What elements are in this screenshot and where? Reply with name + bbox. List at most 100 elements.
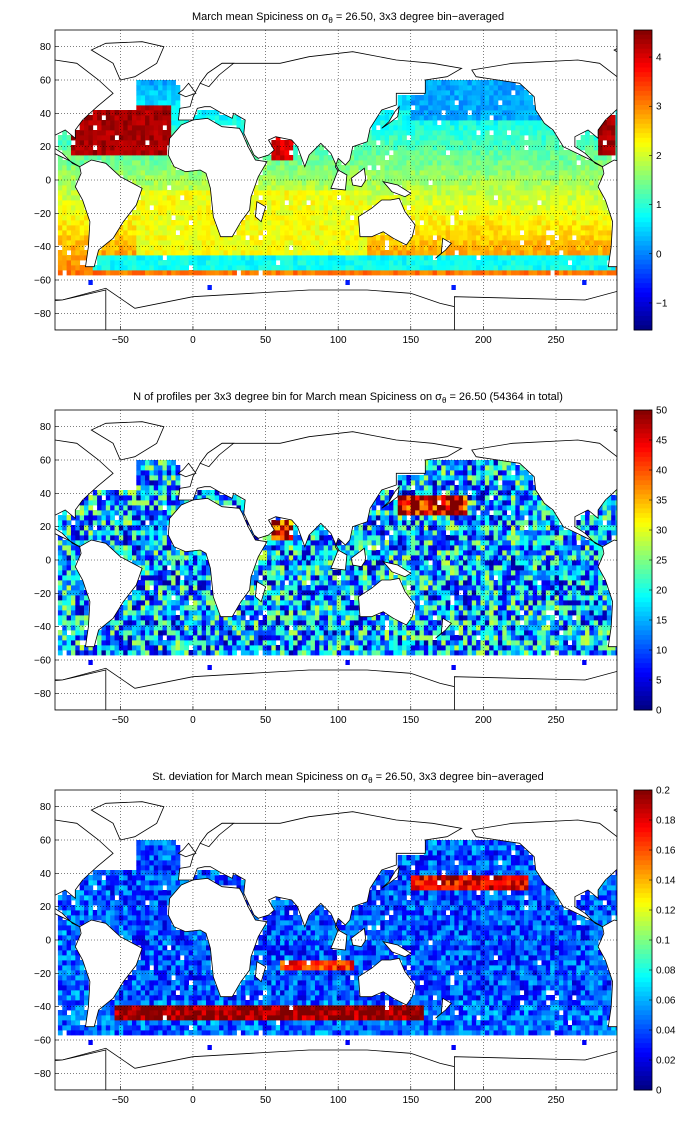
heatmap-cell [362,205,368,211]
heatmap-cell [484,235,490,241]
heatmap-cell [585,130,590,136]
heatmap-cell [310,615,316,621]
heatmap-cell [57,610,63,616]
heatmap-cell [284,195,290,201]
heatmap-cell [136,100,142,106]
heatmap-cell [293,525,298,531]
heatmap-cell [476,245,481,251]
heatmap-cell [149,630,155,636]
heatmap-cell [510,145,516,151]
heatmap-cell [136,250,142,256]
heatmap-cell [476,195,481,201]
heatmap-cell [571,220,577,226]
heatmap-cell [153,180,159,186]
heatmap-cell [123,640,129,646]
heatmap-cell [114,145,120,151]
heatmap-cell [341,220,346,226]
heatmap-cell [493,175,499,181]
heatmap-cell [445,210,451,216]
heatmap-cell [297,160,303,166]
heatmap-cell [188,615,194,621]
heatmap-cell [336,235,342,241]
heatmap-cell [162,240,168,246]
heatmap-cell [576,175,582,181]
heatmap-cell [467,165,473,171]
heatmap-cell [423,190,429,196]
heatmap-cell [463,270,468,276]
heatmap-cell [188,575,194,581]
heatmap-cell [541,175,547,181]
heatmap-cell [458,105,464,111]
heatmap-cell [140,620,146,626]
heatmap-cell [79,130,85,136]
heatmap-cell [123,540,129,546]
y-tick-label: 40 [40,109,52,120]
heatmap-cell [389,195,394,201]
heatmap-cell [127,610,133,616]
heatmap-cell [136,80,142,86]
heatmap-cell [415,125,420,131]
heatmap-cell [188,210,194,216]
heatmap-cell [532,265,538,271]
heatmap-cell [397,155,403,161]
heatmap-cell [153,105,159,111]
heatmap-cell [354,255,359,261]
heatmap-cell [267,200,272,206]
heatmap-cell [454,270,460,276]
heatmap-cell [449,170,455,176]
heatmap-cell [188,580,194,586]
heatmap-cell [593,245,599,251]
heatmap-cell [66,220,72,226]
heatmap-cell [328,155,333,161]
heatmap-cell [510,155,516,161]
heatmap-cell [145,170,150,176]
heatmap-cell [158,535,163,541]
heatmap-cell [449,125,455,131]
heatmap-cell [445,135,451,141]
heatmap-cell [467,135,473,141]
heatmap-cell [471,155,477,161]
heatmap-cell [153,200,159,206]
heatmap-cell [184,595,190,601]
heatmap-cell [57,185,63,191]
heatmap-cell [306,600,311,606]
heatmap-cell [484,205,490,211]
heatmap-cell [306,240,311,246]
heatmap-cell [571,225,577,231]
heatmap-cell [310,560,316,566]
heatmap-cell [70,230,76,236]
heatmap-cell [197,170,203,176]
heatmap-cell [358,265,364,271]
heatmap-cell [297,230,303,236]
heatmap-cell [428,130,433,136]
heatmap-cell [423,195,429,201]
heatmap-cell [354,225,359,231]
heatmap-cell [131,235,137,241]
heatmap-cell [362,200,368,206]
heatmap-cell [136,180,142,186]
heatmap-cell [445,90,451,96]
heatmap-cell [484,135,490,141]
heatmap-cell [445,190,451,196]
heatmap-cell [66,215,72,221]
heatmap-cell [345,225,351,231]
heatmap-cell [362,250,368,256]
colorbar-step [634,212,652,218]
heatmap-cell [524,250,529,256]
heatmap-cell [515,140,521,146]
heatmap-cell [288,640,294,646]
heatmap-cell [131,600,137,606]
heatmap-cell [197,495,203,501]
heatmap-cell [288,185,294,191]
heatmap-cell [332,240,338,246]
heatmap-cell [423,160,429,166]
heatmap-cell [105,265,111,271]
heatmap-cell [502,85,508,91]
heatmap-cell [367,140,372,146]
heatmap-cell [179,625,185,631]
heatmap-cell [402,110,407,116]
heatmap-cell [214,620,220,626]
heatmap-cell [371,175,377,181]
heatmap-cell [153,255,159,261]
heatmap-cell [519,100,525,106]
